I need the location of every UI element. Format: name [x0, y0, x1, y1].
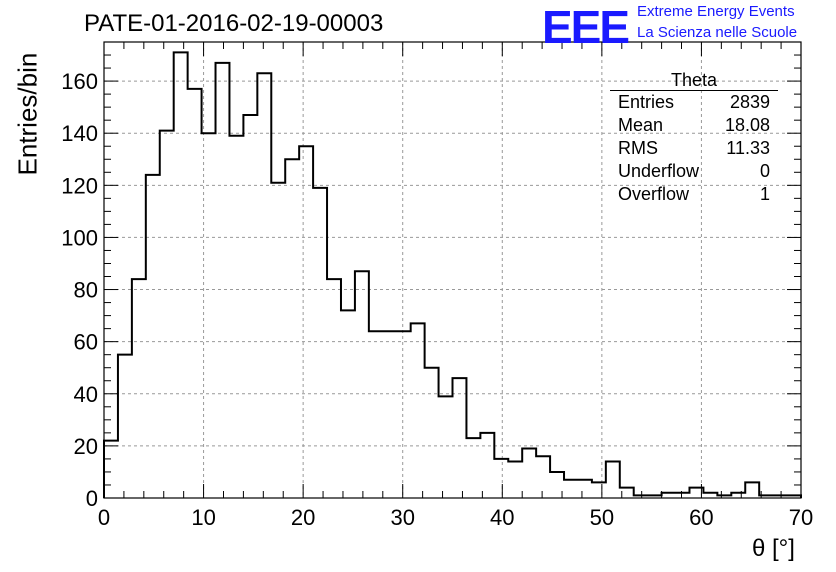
x-tick-label: 30 — [390, 505, 414, 530]
histogram-bin — [327, 279, 341, 498]
eee-logo: EEE — [542, 1, 630, 53]
stats-row: Mean 18.08 — [610, 114, 778, 137]
histogram-bin — [522, 448, 536, 498]
histogram-bin — [480, 433, 494, 498]
histogram-line — [103, 51, 802, 498]
stats-label: Overflow — [618, 184, 690, 204]
histogram-bin — [188, 89, 202, 498]
x-axis-label: θ [°] — [752, 535, 795, 562]
stats-row: Entries 2839 — [610, 91, 778, 114]
histogram-bin — [439, 396, 453, 498]
histogram-bin — [676, 493, 690, 498]
logo-subtitle-2: La Scienza nelle Scuole — [637, 24, 798, 41]
histogram-bin — [271, 183, 285, 498]
stats-title: Theta — [610, 70, 778, 91]
stats-label: Entries — [618, 92, 675, 112]
histogram-bin — [648, 495, 662, 498]
stats-label: Underflow — [618, 161, 700, 181]
logo-subtitle-1: Extreme Energy Events — [637, 3, 795, 20]
histogram-bin — [243, 115, 257, 498]
histogram-bin — [174, 52, 188, 498]
x-tick-label: 10 — [191, 505, 215, 530]
y-tick-label: 100 — [61, 225, 98, 250]
histogram-bin — [731, 493, 745, 498]
histogram-bin — [341, 310, 355, 498]
stats-value: 0 — [759, 161, 770, 181]
histogram-bin — [564, 480, 578, 498]
histogram-bin — [132, 279, 146, 498]
histogram-bin — [550, 472, 564, 498]
histogram-bin — [620, 488, 634, 498]
x-tick-label: 60 — [689, 505, 713, 530]
stats-row: RMS 11.33 — [610, 137, 778, 160]
histogram-bin — [787, 495, 801, 498]
histogram-bin — [411, 323, 425, 498]
histogram-bin — [759, 495, 773, 498]
x-tick-label: 0 — [98, 505, 110, 530]
stats-box: Theta Entries 2839 Mean 18.08 RMS 11.33 Und… — [610, 70, 778, 206]
histogram-bin — [216, 63, 230, 498]
stats-value: 18.08 — [724, 115, 770, 135]
y-tick-label: 0 — [86, 486, 98, 511]
histogram-bin — [466, 438, 480, 498]
histogram-bin — [536, 456, 550, 498]
histogram-bin — [355, 271, 369, 498]
histogram-bin — [634, 495, 648, 498]
stats-value: 11.33 — [726, 138, 770, 158]
histogram-bin — [202, 133, 216, 498]
histogram-bin — [257, 73, 271, 498]
histogram-bin — [662, 493, 676, 498]
histogram-bin — [453, 378, 467, 498]
y-tick-label: 60 — [74, 330, 98, 355]
y-tick-label: 140 — [61, 121, 98, 146]
x-tick-label: 50 — [590, 505, 614, 530]
stats-label: Mean — [618, 115, 664, 135]
histogram-bin — [104, 441, 118, 498]
stats-row: Underflow 0 — [610, 160, 778, 183]
histogram-bin — [773, 495, 787, 498]
y-tick-label: 40 — [74, 382, 98, 407]
histogram-bin — [146, 175, 160, 498]
histogram-bin — [313, 188, 327, 498]
histogram-bin — [299, 146, 313, 498]
histogram-bin — [285, 159, 299, 498]
plot-frame — [103, 41, 802, 499]
y-tick-label: 20 — [74, 434, 98, 459]
stats-value: 1 — [759, 184, 770, 204]
histogram-bin — [592, 482, 606, 498]
x-tick-label: 40 — [490, 505, 514, 530]
x-tick-label: 20 — [291, 505, 315, 530]
histogram-bin — [118, 355, 132, 498]
histogram-bin — [689, 488, 703, 498]
y-tick-label: 160 — [61, 69, 98, 94]
histogram-bin — [397, 331, 411, 498]
histogram-bin — [717, 495, 731, 498]
histogram-bin — [383, 331, 397, 498]
y-tick-label: 80 — [74, 278, 98, 303]
x-tick-label: 70 — [789, 505, 813, 530]
y-tick-label: 120 — [61, 173, 98, 198]
histogram-bin — [703, 493, 717, 498]
stats-row: Overflow 1 — [610, 183, 778, 206]
histogram-bin — [494, 459, 508, 498]
stats-label: RMS — [618, 138, 658, 158]
y-axis-label: Entries/bin — [12, 52, 43, 176]
histogram-bin — [229, 136, 243, 498]
histogram-bin — [606, 462, 620, 498]
histogram-bin — [578, 480, 592, 498]
histogram-bin — [369, 331, 383, 498]
stats-value: 2839 — [729, 92, 770, 112]
histogram-bin — [508, 462, 522, 498]
histogram-bin — [425, 368, 439, 498]
histogram-bin — [160, 131, 174, 498]
chart-title: PATE-01-2016-02-19-00003 — [84, 10, 384, 37]
histogram-bin — [745, 482, 759, 498]
